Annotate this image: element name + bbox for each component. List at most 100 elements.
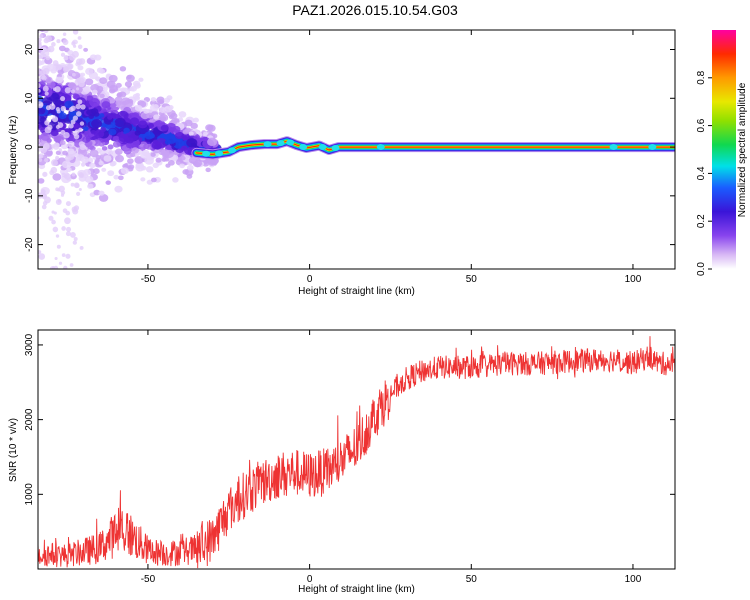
y-tick-label: -20 xyxy=(24,237,35,252)
spectral-blob xyxy=(83,47,89,52)
spectral-blob xyxy=(71,41,76,46)
spectral-blob xyxy=(131,147,139,154)
spectral-blob xyxy=(80,104,86,110)
spectral-blob xyxy=(56,244,61,249)
y-tick-label: -10 xyxy=(24,188,35,203)
spectral-blob xyxy=(126,137,134,144)
spectral-blob xyxy=(71,172,76,177)
spectral-blob xyxy=(58,148,62,152)
spectral-blob xyxy=(71,72,76,77)
spectral-blob xyxy=(72,30,79,35)
spectral-blob xyxy=(56,39,61,44)
spectral-blob xyxy=(188,157,197,164)
spectral-blob xyxy=(38,153,44,159)
spectral-blob xyxy=(167,159,175,166)
spectral-blob xyxy=(86,109,93,115)
y-tick-label: 10 xyxy=(24,92,35,104)
x-tick-label: 100 xyxy=(625,274,642,285)
spectral-blob xyxy=(38,158,43,162)
spectral-blob xyxy=(62,39,69,46)
spectral-blob xyxy=(78,58,86,65)
spectrogram-image xyxy=(38,24,675,269)
spectral-blob xyxy=(79,245,84,250)
ridge-knot xyxy=(263,141,272,148)
spectral-blob xyxy=(143,108,150,114)
spectral-blob xyxy=(131,112,140,119)
ridge-knot xyxy=(318,144,327,151)
spectral-blob xyxy=(89,149,99,158)
snr-x-axis-label: Height of straight line (km) xyxy=(298,584,415,595)
spectral-blob xyxy=(164,105,173,113)
spectral-blob xyxy=(52,24,58,29)
spectral-blob xyxy=(132,80,141,87)
spectral-blob xyxy=(44,48,48,52)
spectral-blob xyxy=(46,138,52,143)
spectral-blob xyxy=(110,121,116,126)
spectral-blob xyxy=(84,175,94,183)
spectral-blob xyxy=(80,72,86,77)
spectral-blob xyxy=(76,111,82,117)
spectral-blob xyxy=(51,159,58,167)
page-title: PAZ1.2026.015.10.54.G03 xyxy=(292,2,458,18)
spectral-blob xyxy=(77,44,83,50)
spectral-blob xyxy=(51,144,56,149)
spectral-blob xyxy=(89,162,96,169)
spectral-blob xyxy=(207,159,216,166)
spectral-blob xyxy=(161,157,167,162)
spectral-blob xyxy=(54,86,61,93)
spectral-blob xyxy=(163,97,171,103)
spectral-blob xyxy=(60,193,65,197)
x-tick-label: -50 xyxy=(141,274,156,285)
spectral-blob xyxy=(38,77,42,82)
spectral-blob xyxy=(70,231,76,238)
spectral-blob xyxy=(51,219,56,225)
spectral-blob xyxy=(155,157,162,163)
spectral-blob xyxy=(205,167,211,173)
spectral-blob xyxy=(74,79,81,86)
ridge-knot xyxy=(609,144,618,151)
spectral-blob xyxy=(70,119,76,125)
snr-y-axis-label: SNR (10 * v/v) xyxy=(8,418,19,482)
spectral-blob xyxy=(44,76,53,84)
spectral-blob xyxy=(109,103,116,108)
spectral-blob xyxy=(71,206,78,213)
spectral-blob xyxy=(134,156,144,164)
spectral-blob xyxy=(38,42,42,49)
spectral-blob xyxy=(72,240,77,245)
spectral-blob xyxy=(89,54,97,61)
spectral-blob xyxy=(72,50,79,58)
spectral-blob xyxy=(55,199,62,205)
spectral-blob xyxy=(38,250,42,255)
spectral-blob xyxy=(40,189,46,195)
spectral-blob xyxy=(160,124,169,132)
colorbar-gradient xyxy=(712,30,736,269)
spectral-blob xyxy=(55,234,60,238)
spectral-blob xyxy=(116,101,126,109)
spectral-blob xyxy=(38,107,46,115)
spectral-blob xyxy=(59,140,66,146)
spectral-blob xyxy=(108,128,117,136)
spectral-blob xyxy=(112,141,121,148)
spectral-blob xyxy=(90,83,100,92)
spectral-blob xyxy=(188,131,194,136)
spectral-blob xyxy=(77,65,84,71)
spectral-blob xyxy=(98,190,105,196)
spectral-blob xyxy=(114,185,123,193)
spectral-blob xyxy=(39,103,44,107)
spectral-blob xyxy=(152,104,159,110)
spectral-blob xyxy=(134,130,141,136)
spectral-blob xyxy=(88,114,95,119)
spectral-blob xyxy=(67,140,75,148)
spectral-blob xyxy=(85,67,94,76)
spectral-blob xyxy=(55,76,64,84)
colorbar-label: Normalized spectral amplitude xyxy=(737,82,748,217)
spectral-blob xyxy=(155,120,161,125)
spectrogram-axes: -50 0 50 100 -20 -10 0 10 20 xyxy=(24,30,675,285)
ridge-knot xyxy=(376,144,385,151)
spectral-blob xyxy=(207,137,218,147)
spectral-blob xyxy=(65,201,71,207)
colorbar-tick-label: 0.0 xyxy=(696,262,707,276)
spectral-blob xyxy=(114,148,123,155)
spectral-blob xyxy=(55,187,60,192)
spectral-blob xyxy=(40,49,50,58)
